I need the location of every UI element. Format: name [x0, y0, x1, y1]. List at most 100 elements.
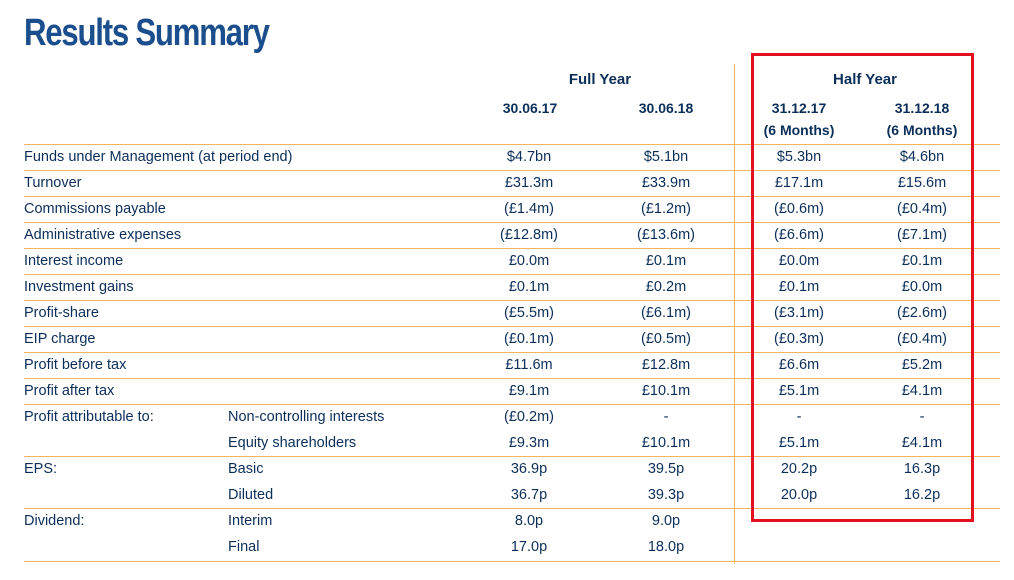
row-label: Dividend:: [24, 513, 85, 529]
table-row: Investment gains £0.1m £0.2m £0.1m £0.0m: [24, 274, 1000, 301]
half-year-separator: [734, 64, 735, 564]
full-year-header: Full Year: [568, 71, 632, 88]
value-31-12-17: (£3.1m): [774, 305, 824, 321]
value-31-12-18: -: [919, 409, 925, 425]
value-30-06-17: £0.0m: [508, 253, 550, 269]
value-31-12-17: (£0.6m): [774, 201, 824, 217]
row-label: Profit-share: [24, 305, 99, 321]
table-row: Interest income £0.0m £0.1m £0.0m £0.1m: [24, 248, 1000, 275]
value-30-06-17: £0.1m: [508, 279, 550, 295]
value-30-06-17: 8.0p: [514, 513, 544, 529]
table-row: Administrative expenses (£12.8m) (£13.6m…: [24, 222, 1000, 249]
table-row: Diluted 36.7p 39.3p 20.0p 16.2p: [24, 482, 1000, 509]
value-31-12-17: 20.2p: [780, 461, 818, 477]
value-30-06-17: £9.1m: [508, 383, 550, 399]
row-label: Profit after tax: [24, 383, 115, 399]
value-31-12-18: 16.3p: [903, 461, 941, 477]
value-30-06-18: £33.9m: [641, 175, 691, 191]
row-label: Commissions payable: [24, 201, 166, 217]
row-sublabel: Non-controlling interests: [228, 409, 385, 425]
row-label: Administrative expenses: [24, 227, 182, 243]
value-30-06-17: £31.3m: [504, 175, 554, 191]
value-30-06-17: 17.0p: [510, 539, 548, 555]
value-30-06-18: (£0.5m): [641, 331, 691, 347]
value-31-12-17: (£0.3m): [774, 331, 824, 347]
value-30-06-18: £10.1m: [641, 435, 691, 451]
row-sublabel: Equity shareholders: [228, 435, 357, 451]
col-header-30-06-18: 30.06.18: [638, 100, 694, 116]
col-header-31-12-17-sub: (6 Months): [763, 122, 835, 138]
value-30-06-18: -: [663, 409, 669, 425]
value-31-12-18: (£7.1m): [897, 227, 947, 243]
col-header-30-06-17: 30.06.17: [502, 100, 558, 116]
table-row: Commissions payable (£1.4m) (£1.2m) (£0.…: [24, 196, 1000, 223]
value-30-06-18: $5.1bn: [643, 149, 689, 165]
value-30-06-18: £12.8m: [641, 357, 691, 373]
value-30-06-17: $4.7bn: [506, 149, 552, 165]
table-row: Profit after tax £9.1m £10.1m £5.1m £4.1…: [24, 378, 1000, 405]
row-label: Profit attributable to:: [24, 409, 154, 425]
table-row: Funds under Management (at period end) $…: [24, 144, 1000, 171]
table-row: Dividend: Interim 8.0p 9.0p: [24, 508, 1000, 535]
value-31-12-17: £6.6m: [778, 357, 820, 373]
value-31-12-18: (£2.6m): [897, 305, 947, 321]
page-title: Results Summary: [24, 12, 270, 54]
value-30-06-18: 39.3p: [647, 487, 685, 503]
value-30-06-18: (£1.2m): [641, 201, 691, 217]
row-sublabel: Final: [228, 539, 260, 555]
value-30-06-17: (£0.2m): [504, 409, 554, 425]
value-30-06-18: £10.1m: [641, 383, 691, 399]
table-row: EIP charge (£0.1m) (£0.5m) (£0.3m) (£0.4…: [24, 326, 1000, 353]
row-label: Turnover: [24, 175, 82, 191]
row-label: EIP charge: [24, 331, 96, 347]
value-30-06-17: (£12.8m): [499, 227, 559, 243]
value-31-12-17: £0.0m: [778, 253, 820, 269]
half-year-highlight-box: [751, 53, 974, 522]
value-30-06-17: 36.9p: [510, 461, 548, 477]
row-label: Profit before tax: [24, 357, 127, 373]
table-row: EPS: Basic 36.9p 39.5p 20.2p 16.3p: [24, 456, 1000, 483]
value-30-06-18: £0.1m: [645, 253, 687, 269]
table-row: Equity shareholders £9.3m £10.1m £5.1m £…: [24, 430, 1000, 457]
value-31-12-17: £0.1m: [778, 279, 820, 295]
value-30-06-17: (£5.5m): [504, 305, 554, 321]
value-31-12-18: £4.1m: [901, 435, 943, 451]
table-row: Profit before tax £11.6m £12.8m £6.6m £5…: [24, 352, 1000, 379]
row-label: Investment gains: [24, 279, 134, 295]
value-31-12-18: $4.6bn: [899, 149, 945, 165]
value-31-12-18: £4.1m: [901, 383, 943, 399]
col-header-31-12-18-sub: (6 Months): [886, 122, 958, 138]
row-label: Interest income: [24, 253, 124, 269]
value-31-12-17: £5.1m: [778, 383, 820, 399]
value-31-12-17: $5.3bn: [776, 149, 822, 165]
table-row: Turnover £31.3m £33.9m £17.1m £15.6m: [24, 170, 1000, 197]
value-30-06-18: (£6.1m): [641, 305, 691, 321]
row-label: Funds under Management (at period end): [24, 149, 293, 165]
value-30-06-18: 18.0p: [647, 539, 685, 555]
value-30-06-17: £9.3m: [508, 435, 550, 451]
value-31-12-18: £0.1m: [901, 253, 943, 269]
row-sublabel: Diluted: [228, 487, 274, 503]
table-row: Profit-share (£5.5m) (£6.1m) (£3.1m) (£2…: [24, 300, 1000, 327]
value-31-12-17: £17.1m: [774, 175, 824, 191]
value-31-12-17: (£6.6m): [774, 227, 824, 243]
value-31-12-17: £5.1m: [778, 435, 820, 451]
row-label: EPS:: [24, 461, 58, 477]
value-31-12-18: £5.2m: [901, 357, 943, 373]
col-header-31-12-17: 31.12.17: [771, 100, 827, 116]
value-31-12-18: £15.6m: [897, 175, 947, 191]
value-31-12-17: -: [796, 409, 802, 425]
row-sublabel: Interim: [228, 513, 273, 529]
value-30-06-18: £0.2m: [645, 279, 687, 295]
value-30-06-18: (£13.6m): [636, 227, 696, 243]
value-30-06-17: 36.7p: [510, 487, 548, 503]
row-sublabel: Basic: [228, 461, 264, 477]
value-30-06-17: (£0.1m): [504, 331, 554, 347]
value-31-12-18: 16.2p: [903, 487, 941, 503]
value-30-06-18: 39.5p: [647, 461, 685, 477]
value-31-12-17: 20.0p: [780, 487, 818, 503]
half-year-header: Half Year: [833, 71, 897, 88]
table-row: Profit attributable to: Non-controlling …: [24, 404, 1000, 431]
value-30-06-18: 9.0p: [651, 513, 681, 529]
table-row: Final 17.0p 18.0p: [24, 534, 1000, 562]
